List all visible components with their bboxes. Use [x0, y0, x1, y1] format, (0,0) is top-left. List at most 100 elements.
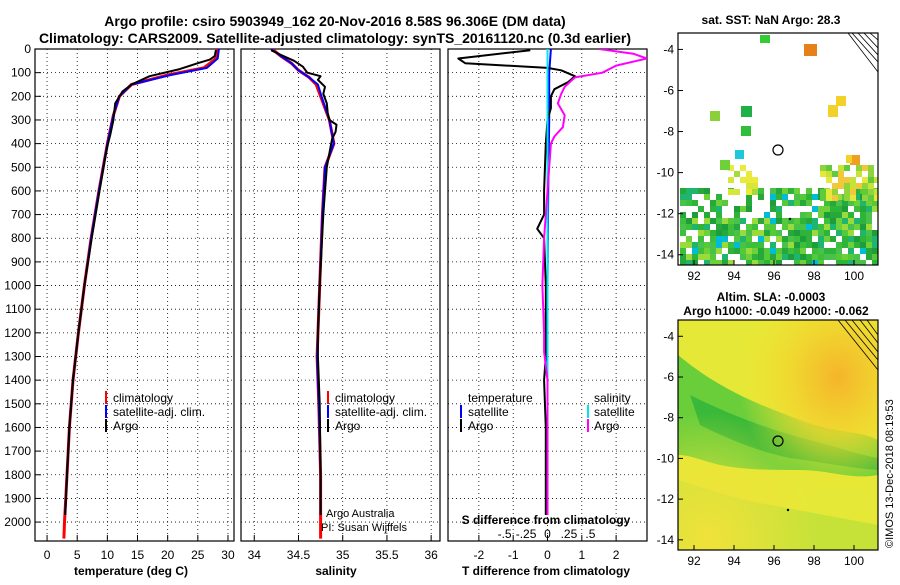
sst-pixel [770, 194, 776, 200]
sst-pixel [770, 242, 776, 248]
sst-map-axes: 92 94 96 98 100 -4 -6 -8 -10 -12 -14 [657, 42, 865, 283]
sst-pixel [866, 242, 872, 248]
sst-pixel [794, 200, 800, 206]
sst-pixel [872, 200, 878, 206]
sst-pixel [856, 171, 862, 177]
sst-pixel [758, 260, 764, 265]
sst-pixel [844, 183, 850, 189]
sst-pixel [844, 177, 850, 183]
sst-pixel [746, 224, 752, 230]
sst-pixel [740, 206, 746, 212]
sst-pixel [752, 260, 758, 265]
series-line-satellite-adj-clim- [64, 49, 220, 513]
x-tick-label: 25 [191, 548, 205, 562]
legend-label-argo: Argo [113, 419, 139, 433]
sst-pixel [860, 248, 866, 254]
map-x-tick-label: 98 [807, 554, 821, 568]
sst-pixel [806, 242, 812, 248]
sst-pixel [782, 248, 788, 254]
sst-island-dot [788, 217, 792, 221]
sst-pixel [866, 206, 872, 212]
y-tick-label: 700 [11, 208, 31, 222]
series-line-argo [270, 49, 338, 515]
sst-pixel [698, 236, 704, 242]
legend-label-t-argo: Argo [468, 419, 494, 433]
map-x-tick-label: 94 [727, 269, 741, 283]
y-tick-label: 900 [11, 255, 31, 269]
sst-pixel [776, 188, 782, 194]
sst-pixel [800, 254, 806, 260]
sst-pixel [746, 230, 752, 236]
sst-pixel [832, 195, 838, 201]
sst-pixel [812, 224, 818, 230]
sst-pixel [698, 254, 704, 260]
sst-pixel [872, 236, 878, 242]
map-x-tick-label: 100 [844, 554, 864, 568]
sst-pixel [776, 254, 782, 260]
y-tick-label: 1700 [4, 444, 31, 458]
sst-pixel [686, 248, 692, 254]
sst-pixel [848, 248, 854, 254]
sst-pixel [680, 254, 686, 260]
sst-pixel [776, 236, 782, 242]
top-tick-label: 0 [544, 527, 551, 541]
sst-pixel [710, 206, 716, 212]
sst-pixel [722, 194, 728, 200]
sst-pixel [770, 248, 776, 254]
sst-pixel [782, 218, 788, 224]
sst-pixel [866, 212, 872, 218]
sst-pixel [788, 242, 794, 248]
sst-pixel [832, 183, 838, 189]
sst-pixel [704, 200, 710, 206]
sst-pixel [818, 248, 824, 254]
sst-pixel [764, 206, 770, 212]
sst-pixel [680, 200, 686, 206]
sst-pixel [860, 242, 866, 248]
sst-pixel [686, 194, 692, 200]
sst-pixel [758, 248, 764, 254]
sst-pixel [716, 218, 722, 224]
sst-pixel [680, 230, 686, 236]
sst-pixel [868, 171, 874, 177]
sst-pixel [746, 200, 752, 206]
sst-pixel [794, 224, 800, 230]
sst-pixel [860, 212, 866, 218]
sst-pixel [692, 218, 698, 224]
sst-pixel [850, 177, 856, 183]
sst-pixel [806, 212, 812, 218]
sst-pixel [746, 183, 752, 189]
sst-pixel [704, 218, 710, 224]
sst-pixel [844, 165, 850, 171]
sst-pixel [740, 254, 746, 260]
sst-pixel [704, 254, 710, 260]
sst-pixel [818, 236, 824, 242]
sst-pixel [830, 218, 836, 224]
difference-panel: -2 -1 0 1 2 -.5 -.25 0 .25 .5 T difference from … [447, 48, 648, 578]
sst-pixel [740, 218, 746, 224]
sst-map-title: sat. SST: NaN Argo: 28.3 [702, 13, 841, 27]
sst-pixel [812, 254, 818, 260]
sst-pixel [752, 189, 758, 195]
sst-pixel [686, 236, 692, 242]
temperature-panel: 0100200300400500600700800900100011001200… [4, 42, 235, 578]
x-tick-label: 35 [336, 548, 350, 562]
sst-pixel [734, 248, 740, 254]
series-line-climatology [62, 49, 219, 539]
sst-pixel [860, 236, 866, 242]
sst-pixel [842, 230, 848, 236]
sst-pixel [698, 188, 704, 194]
sst-pixel [746, 242, 752, 248]
sst-pixel [734, 189, 740, 195]
map-y-tick-label: -12 [657, 207, 675, 221]
sst-pixel [848, 236, 854, 242]
sst-pixel [872, 260, 878, 265]
sst-pixel [752, 248, 758, 254]
sst-pixel [874, 177, 878, 183]
salinity-panel: 34 34.5 35 35.5 36 salinity climatology sate… [240, 48, 441, 578]
sst-pixel [788, 230, 794, 236]
sst-pixel [862, 177, 868, 183]
sst-pixel [868, 165, 874, 171]
x-tick-label: 34 [248, 548, 262, 562]
sst-pixel [800, 248, 806, 254]
sst-pixel [824, 248, 830, 254]
